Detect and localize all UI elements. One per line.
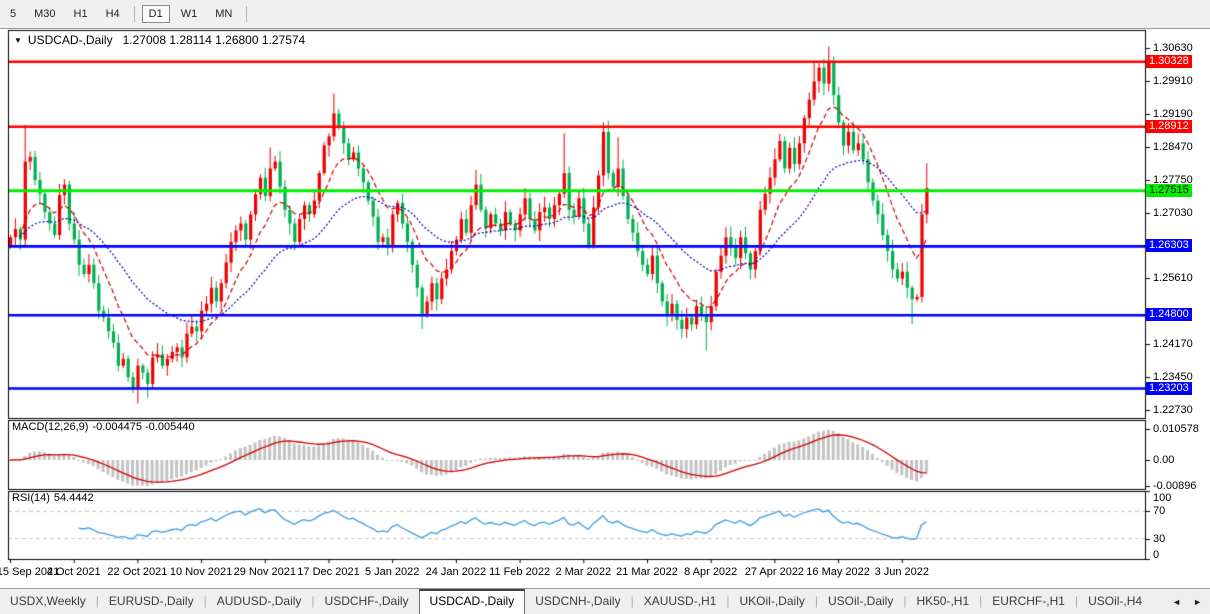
timeframe-button-H4[interactable]: H4: [105, 8, 120, 20]
price-badge: 1.27515: [1146, 183, 1192, 197]
price-badge: 1.30328: [1146, 54, 1192, 68]
tab-separator: |: [95, 594, 99, 608]
price-tick-label: 1.24170: [1153, 338, 1193, 351]
price-tick-label: 1.22730: [1153, 404, 1193, 417]
date-label: 2 Mar 2022: [555, 566, 612, 578]
chart-tab-bar: USDX,Weekly | EURUSD-,Daily | AUDUSD-,Daily |…: [0, 588, 1210, 614]
price-tick-label: 1.29190: [1153, 107, 1193, 120]
timeframe-button-H1[interactable]: H1: [73, 8, 88, 20]
tab-usdchf-daily[interactable]: USDCHF-,Daily: [324, 594, 409, 608]
rsi-value: 54.4442: [53, 492, 94, 504]
timeframe-button-MN[interactable]: MN: [215, 8, 233, 20]
date-label: 8 Apr 2022: [684, 566, 738, 578]
tab-separator: |: [903, 594, 907, 608]
price-tick-label: 1.27750: [1153, 173, 1193, 186]
tab-separator: |: [630, 594, 634, 608]
price-tick-label: 1.23450: [1153, 371, 1193, 384]
rsi-indicator-label: RSI(14) 54.4442: [12, 492, 98, 504]
price-tick-label: 1.30630: [1153, 41, 1193, 54]
macd-tick-label: 0.00: [1153, 454, 1175, 466]
date-label: 17 Dec 2021: [297, 566, 360, 578]
tab-eurchf-h1[interactable]: EURCHF-,H1: [992, 594, 1065, 608]
tab-separator: |: [814, 594, 818, 608]
rsi-tick-label: 100: [1153, 492, 1172, 504]
tab-eurusd-daily[interactable]: EURUSD-,Daily: [108, 594, 194, 608]
date-label: 21 Mar 2022: [616, 566, 678, 578]
date-label: 22 Oct 2021: [107, 566, 168, 578]
tab-scroll-right-icon[interactable]: ►: [1193, 597, 1202, 607]
tab-scroll-arrows: ◄ ►: [1164, 589, 1210, 614]
macd-tick-label: -0.00896: [1153, 480, 1197, 493]
tab-ukoil-daily[interactable]: UKOil-,Daily: [739, 594, 805, 608]
macd-name: MACD(12,26,9): [12, 421, 89, 433]
tab-usdx-weekly[interactable]: USDX,Weekly: [10, 594, 86, 608]
timeframe-button-W1[interactable]: W1: [180, 8, 198, 20]
rsi-tick-label: 0: [1153, 549, 1160, 561]
timeframe-toolbar: 5 M30 H1 H4 D1 W1 MN: [0, 0, 1210, 29]
date-label: 15 Sep 2021: [0, 566, 60, 578]
price-badge: 1.28912: [1146, 119, 1192, 133]
price-badge: 1.23203: [1146, 381, 1192, 395]
date-label: 11 Feb 2022: [489, 566, 551, 578]
rsi-name: RSI(14): [12, 492, 50, 504]
chart-ohlc-values: 1.27008 1.28114 1.26800 1.27574: [122, 33, 306, 47]
price-badge: 1.26303: [1146, 239, 1192, 253]
tab-scroll-left-icon[interactable]: ◄: [1172, 597, 1182, 607]
timeframe-button-5[interactable]: 5: [10, 8, 17, 20]
price-tick-label: 1.28470: [1153, 140, 1193, 153]
rsi-tick-label: 70: [1153, 505, 1166, 518]
price-tick-label: 1.29910: [1153, 74, 1193, 87]
date-label: 27 Apr 2022: [744, 566, 805, 578]
tab-usdcnh-daily[interactable]: USDCNH-,Daily: [535, 594, 621, 608]
tab-xauusd-h1[interactable]: XAUUSD-,H1: [643, 594, 717, 608]
tab-usdcad-daily[interactable]: USDCAD-,Daily: [418, 589, 526, 614]
chart-title: ▼ USDCAD-,Daily 1.27008 1.28114 1.26800 1.…: [14, 33, 305, 47]
tab-audusd-daily[interactable]: AUDUSD-,Daily: [216, 594, 302, 608]
macd-tick-label: 0.010578: [1153, 422, 1199, 435]
timeframe-button-D1[interactable]: D1: [141, 5, 170, 23]
tab-separator: |: [979, 594, 983, 608]
date-label: 29 Nov 2021: [233, 566, 296, 578]
date-label: 4 Oct 2021: [46, 566, 101, 578]
tab-separator: |: [1074, 594, 1079, 608]
tab-separator: |: [203, 594, 207, 608]
price-badge: 1.24800: [1146, 308, 1192, 322]
tab-usoil-h4[interactable]: USOil-,H4: [1088, 594, 1143, 608]
timeframe-button-M30[interactable]: M30: [34, 8, 56, 20]
date-label: 24 Jan 2022: [425, 566, 487, 578]
tab-separator: |: [311, 594, 315, 608]
tab-separator: |: [726, 594, 730, 608]
chart-dropdown-icon: ▼: [14, 36, 22, 45]
rsi-tick-label: 30: [1153, 532, 1166, 545]
date-label: 16 May 2022: [806, 566, 870, 578]
toolbar-separator: [133, 6, 135, 22]
tab-usoil-daily[interactable]: USOil-,Daily: [827, 594, 894, 608]
price-tick-label: 1.25610: [1153, 272, 1193, 285]
macd-values: -0.004475 -0.005440: [92, 421, 195, 433]
chart-symbol-label: USDCAD-,Daily: [27, 33, 113, 47]
date-label: 3 Jun 2022: [874, 566, 930, 578]
toolbar-separator: [246, 6, 248, 22]
price-tick-label: 1.27030: [1153, 206, 1193, 219]
date-label: 5 Jan 2022: [364, 566, 420, 578]
date-label: 10 Nov 2021: [169, 566, 233, 578]
tab-hk50-h1[interactable]: HK50-,H1: [916, 594, 970, 608]
macd-indicator-label: MACD(12,26,9) -0.004475 -0.005440: [12, 421, 199, 433]
